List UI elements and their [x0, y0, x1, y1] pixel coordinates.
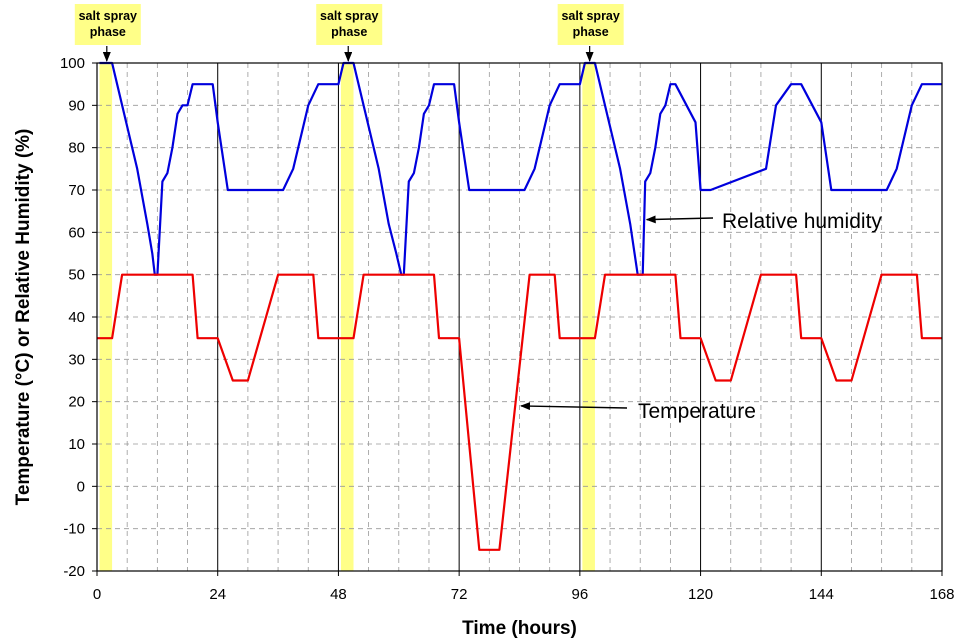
y-axis-title: Temperature (°C) or Relative Humidity (%… — [13, 129, 34, 506]
annotation-arrow — [645, 215, 714, 224]
x-tick-label: 72 — [451, 586, 468, 603]
x-tick-label: 96 — [572, 586, 589, 603]
y-tick-label: 10 — [68, 436, 85, 453]
y-tick-label: -20 — [63, 563, 85, 580]
annotation-arrow — [519, 402, 628, 411]
x-tick-label: 48 — [330, 586, 347, 603]
x-tick-label: 120 — [688, 586, 713, 603]
temperature-annotation: Temperature — [638, 400, 756, 423]
phase-label-box — [316, 4, 383, 45]
y-tick-label: 80 — [68, 140, 85, 157]
y-tick-label: 40 — [68, 309, 85, 326]
y-tick-label: -10 — [63, 521, 85, 538]
y-tick-label: 60 — [68, 224, 85, 241]
phase-label: salt spray phase — [561, 9, 619, 39]
x-tick-label: 168 — [929, 586, 954, 603]
series-lines — [97, 61, 942, 551]
grid — [97, 63, 942, 571]
humidity-line — [99, 61, 942, 276]
temperature-line — [97, 273, 942, 551]
x-tick-label: 144 — [809, 586, 834, 603]
phase-label: salt spray phase — [320, 9, 378, 39]
phase-label: salt spray phase — [79, 9, 137, 39]
y-tick-label: 30 — [68, 351, 85, 368]
humidity-annotation: Relative humidity — [722, 210, 882, 233]
y-tick-label: 100 — [60, 55, 85, 72]
x-tick-label: 0 — [93, 586, 101, 603]
tick-labels: -20 -10 0 10 20 30 40 50 60 70 80 90 100 0 24 48 72 96 120… — [60, 55, 955, 603]
y-tick-label: 0 — [77, 478, 85, 495]
y-tick-label: 50 — [68, 267, 85, 284]
y-tick-label: 90 — [68, 97, 85, 114]
x-tick-label: 24 — [209, 586, 226, 603]
annotations: salt spray phase salt spray phase salt spray… — [79, 9, 883, 423]
y-tick-label: 70 — [68, 182, 85, 199]
x-axis-title: Time (hours) — [462, 618, 577, 639]
y-tick-label: 20 — [68, 394, 85, 411]
phase-label-box — [74, 4, 141, 45]
phase-label-box — [557, 4, 624, 45]
